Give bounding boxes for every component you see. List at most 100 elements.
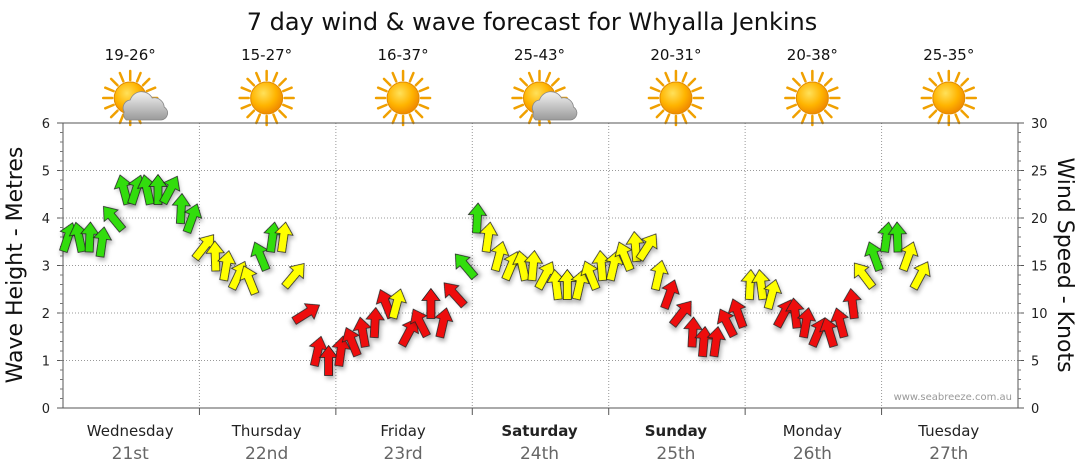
day-name-label: Saturday — [501, 422, 578, 440]
sun-ray — [928, 77, 938, 87]
wind-arrow — [490, 240, 510, 273]
sun-ray — [513, 86, 525, 93]
day-date-label: 24th — [520, 444, 559, 464]
sun-cloud-icon — [101, 69, 169, 127]
wind-arrow — [614, 241, 635, 272]
wind-arrow — [239, 265, 260, 296]
wind-arrow — [716, 308, 738, 339]
sun-ray — [655, 77, 665, 87]
sun-cloud-icon — [511, 69, 578, 127]
sun-ray — [391, 113, 398, 125]
sun-ray — [823, 77, 833, 87]
sun-ray — [655, 109, 665, 119]
sun-ray — [823, 109, 833, 119]
wind-arrow — [171, 192, 192, 225]
y-left-tick-label: 2 — [42, 307, 50, 322]
y-left-tick-label: 4 — [42, 212, 50, 227]
sun-ray — [527, 113, 534, 125]
wind-arrow — [706, 325, 727, 358]
sun-ray — [104, 103, 115, 110]
sun-ray — [960, 77, 970, 87]
y-right-tick-label: 10 — [1031, 307, 1048, 322]
sun-ray — [550, 77, 560, 87]
temperature-label: 25-35° — [923, 46, 974, 64]
y-left-tick-label: 5 — [42, 165, 50, 180]
sun-disc — [932, 81, 966, 115]
sun-ray — [937, 113, 944, 125]
day-name-label: Thursday — [231, 422, 302, 440]
sun-disc — [795, 81, 829, 115]
wind-arrow — [635, 233, 658, 262]
wind-arrow — [454, 253, 479, 281]
sun-ray — [827, 103, 839, 110]
sun-ray — [104, 86, 115, 93]
sun-ray — [664, 71, 671, 83]
day-name-label: Sunday — [645, 422, 708, 440]
temperature-label: 15-27° — [241, 46, 292, 64]
sun-ray — [827, 86, 839, 93]
wind-arrow — [523, 249, 544, 282]
sun-ray — [246, 109, 256, 119]
wind-arrow — [331, 335, 351, 367]
sun-icon — [647, 69, 705, 127]
sun-rays — [920, 69, 978, 127]
sun-ray — [255, 113, 262, 125]
sun-ray — [109, 77, 119, 87]
y-axis-right-label: Wind Speed - Knots — [1052, 157, 1077, 372]
sun-ray — [954, 71, 961, 83]
wind-arrow — [557, 268, 578, 300]
sun-ray — [418, 103, 430, 110]
sun-ray — [792, 77, 801, 87]
sun-icon — [920, 69, 978, 127]
sun-ray — [817, 113, 824, 125]
y-right-tick-label: 0 — [1031, 402, 1039, 417]
sun-ray — [922, 103, 934, 110]
wind-arrow — [668, 300, 692, 328]
wind-arrow — [388, 288, 407, 320]
y-left-tick-label: 0 — [42, 402, 50, 417]
sun-ray — [282, 86, 293, 93]
sun-ray — [954, 113, 961, 125]
day-date-label: 22nd — [245, 444, 288, 464]
wind-arrow — [291, 303, 321, 325]
sun-ray — [145, 86, 157, 93]
temperature-label: 19-26° — [105, 46, 156, 64]
wind-arrow — [410, 308, 431, 339]
wind-arrow — [352, 316, 372, 348]
wind-arrow — [683, 316, 703, 348]
sun-rays — [238, 69, 295, 127]
day-name-label: Wednesday — [87, 422, 174, 440]
day-name-label: Tuesday — [917, 422, 979, 440]
wind-arrow — [580, 260, 601, 291]
sun-ray — [817, 71, 824, 83]
day-date-label: 23rd — [384, 444, 423, 464]
y-left-tick-label: 1 — [42, 355, 50, 370]
sun-ray — [964, 103, 975, 110]
wind-arrow — [796, 307, 817, 339]
cloud-shape — [122, 91, 169, 121]
temperature-label: 20-31° — [650, 46, 701, 64]
sun-ray — [513, 103, 525, 110]
sun-ray — [649, 103, 661, 110]
wind-arrow — [763, 278, 783, 311]
sun-ray — [681, 113, 688, 125]
temperature-label: 25-43° — [514, 46, 565, 64]
sun-disc — [386, 81, 420, 115]
wind-arrow — [478, 221, 499, 253]
sun-ray — [786, 103, 797, 110]
wind-arrow — [205, 240, 226, 272]
sun-ray — [800, 113, 807, 125]
wind-arrow — [92, 226, 113, 258]
wind-arrow — [434, 307, 454, 339]
sun-ray — [687, 77, 697, 87]
y-left-tick-label: 6 — [42, 117, 50, 132]
sun-ray — [691, 86, 703, 93]
sun-ray — [272, 113, 279, 125]
day-name-label: Friday — [380, 422, 426, 440]
y-right-tick-label: 30 — [1031, 117, 1048, 132]
sun-ray — [545, 71, 552, 83]
y-right-tick-label: 20 — [1031, 212, 1048, 227]
sun-ray — [527, 71, 534, 83]
wind-arrow — [819, 317, 839, 349]
